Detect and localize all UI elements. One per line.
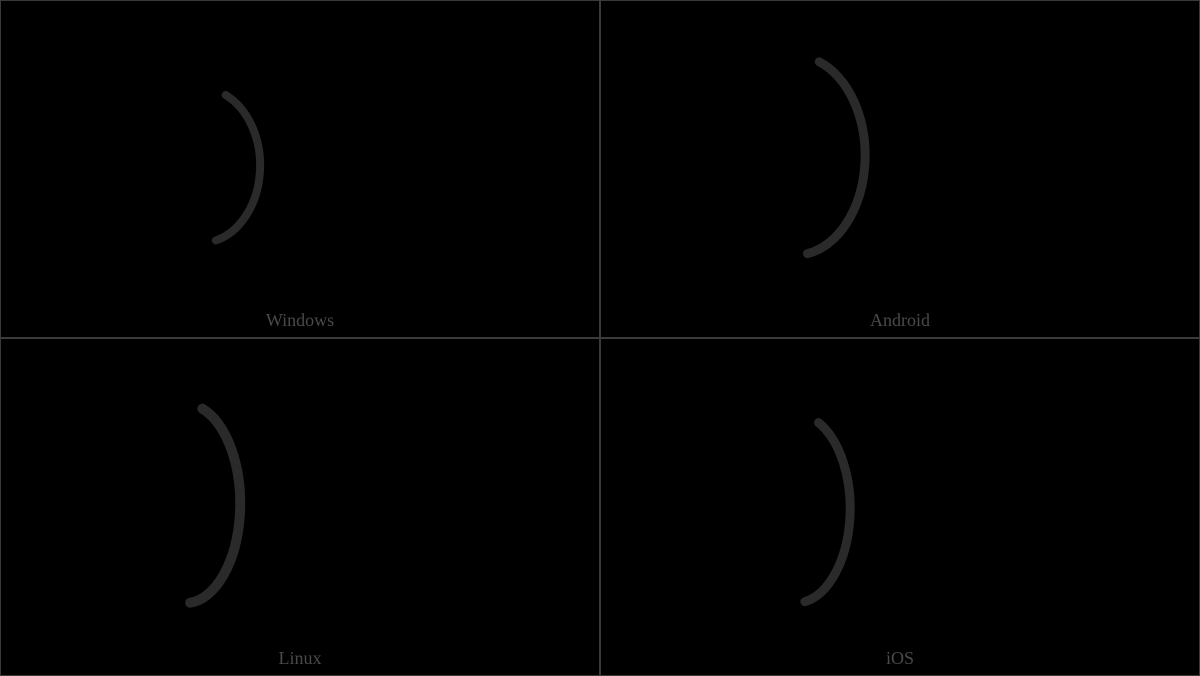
- glyph-linux: [1, 339, 599, 675]
- arc-glyph-icon: [601, 1, 1199, 337]
- glyph-windows: [1, 1, 599, 337]
- arc-glyph-icon: [601, 339, 1199, 675]
- platform-label-linux: Linux: [279, 648, 322, 669]
- glyph-ios: [601, 339, 1199, 675]
- cell-linux: Linux: [0, 338, 600, 676]
- cell-android: Android: [600, 0, 1200, 338]
- cell-ios: iOS: [600, 338, 1200, 676]
- glyph-comparison-grid: Windows Android Linux iOS: [0, 0, 1200, 675]
- platform-label-android: Android: [870, 310, 930, 331]
- glyph-android: [601, 1, 1199, 337]
- arc-glyph-icon: [1, 1, 599, 337]
- platform-label-ios: iOS: [886, 648, 914, 669]
- cell-windows: Windows: [0, 0, 600, 338]
- arc-glyph-icon: [1, 339, 599, 675]
- platform-label-windows: Windows: [266, 310, 334, 331]
